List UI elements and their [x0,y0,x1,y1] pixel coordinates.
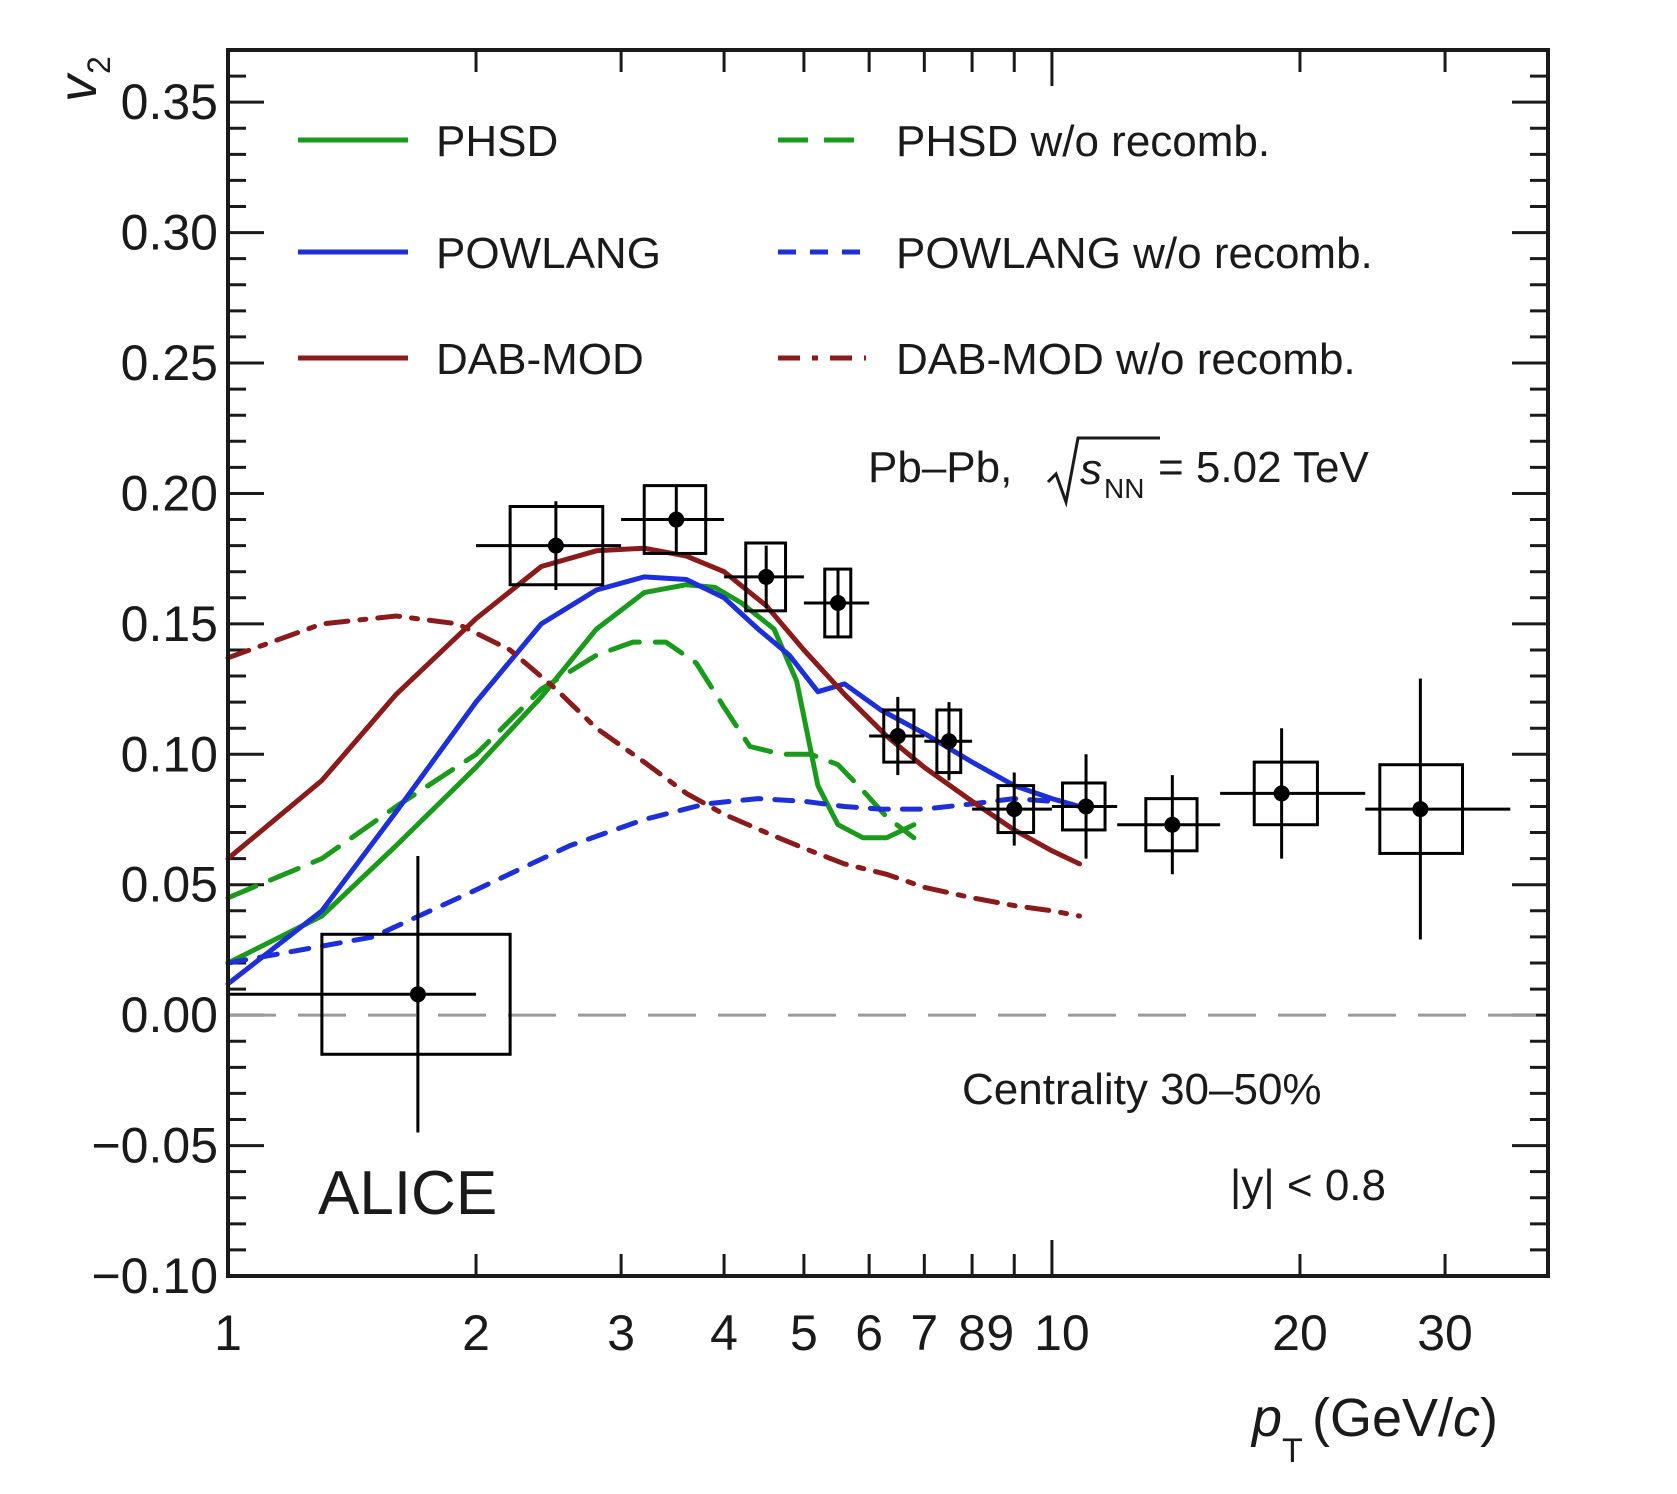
legend: PHSD PHSD w/o recomb. POWLANG POWLANG w/o r… [298,117,1373,384]
data-point [924,702,973,781]
plot-background [228,50,1548,1276]
x-axis-units-c: c [1453,1388,1480,1448]
y-tick-label: 0.05 [121,857,218,913]
legend-label: PHSD [436,117,558,166]
centrality-annotation: Centrality 30–50% [962,1065,1322,1114]
legend-label: POWLANG [436,229,661,278]
data-point [1051,754,1118,859]
y-axis-title-sub: 2 [81,56,117,74]
y-tick-label: −0.10 [91,1248,218,1304]
data-marker [1273,785,1290,802]
sqrt-symbol [1046,436,1160,508]
data-point [621,484,725,555]
legend-item: PHSD w/o recomb. [778,117,1270,166]
x-tick-label: 2 [462,1305,490,1361]
data-point [972,772,1052,846]
x-tick-label: 1 [214,1305,242,1361]
data-point [476,501,622,590]
data-point [1117,775,1221,875]
data-marker [1078,798,1095,815]
y-tick-label: 0.00 [121,987,218,1043]
alice-data-points [228,484,1511,1133]
x-tick-labels: 1 2 3 4 5 6 7 8 9 10 20 30 [214,1305,1473,1361]
model-curves [225,545,1082,987]
x-tick-label: 20 [1272,1305,1328,1361]
data-marker [889,728,906,745]
legend-item: PHSD [298,117,558,166]
data-marker [830,595,847,612]
legend-item: DAB-MOD [298,335,644,384]
experiment-label: ALICE [318,1159,497,1228]
legend-item: DAB-MOD w/o recomb. [778,335,1356,384]
x-tick-label: 3 [607,1305,635,1361]
collision-energy-variable: s [1080,445,1102,494]
legend-label: PHSD w/o recomb. [896,117,1270,166]
series-line-powlang-w-o-recomb- [225,796,1055,966]
collision-energy-value: = 5.02 TeV [1158,443,1369,492]
y-tick-label: 0.10 [121,726,218,782]
legend-label: POWLANG w/o recomb. [896,229,1373,278]
series-line-powlang [225,574,1082,987]
x-tick-label: 5 [790,1305,818,1361]
x-tick-label: 9 [986,1305,1014,1361]
plot-area [228,50,1548,1276]
x-tick-label: 30 [1417,1305,1473,1361]
series-line-phsd [225,582,917,966]
data-marker [758,568,775,585]
y-tick-label: 0.20 [121,465,218,521]
y-axis-title-main: v [48,72,108,102]
x-tick-label: 7 [910,1305,938,1361]
data-marker [668,511,685,528]
legend-label: DAB-MOD w/o recomb. [896,335,1356,384]
x-tick-label: 10 [1034,1305,1090,1361]
x-axis-title-sub: T [1282,1432,1303,1470]
x-tick-label: 4 [710,1305,738,1361]
data-point [869,696,925,776]
data-point [1365,678,1511,940]
y-axis-title: v 2 [48,56,117,102]
x-axis-title-main: p [1250,1388,1282,1448]
rapidity-annotation: |y| < 0.8 [1230,1161,1386,1210]
x-axis-units-pre: (GeV/ [1312,1388,1453,1448]
y-tick-label: 0.25 [121,335,218,391]
legend-item: POWLANG w/o recomb. [778,229,1373,278]
x-tick-label: 8 [958,1305,986,1361]
data-marker [1006,801,1023,818]
frame-border [226,48,1550,1278]
x-axis-units-post: ) [1480,1388,1498,1448]
data-point [724,541,804,613]
data-marker [940,733,957,750]
y-tick-label: −0.05 [91,1118,218,1174]
y-tick-label: 0.15 [121,596,218,652]
data-point [1220,728,1366,859]
legend-item: POWLANG [298,229,661,278]
data-marker [1412,801,1429,818]
data-marker [1164,816,1181,833]
y-tick-label: 0.30 [121,205,218,261]
plot-frame [226,48,1550,1278]
x-axis-title-units: (GeV/c) [1312,1388,1498,1448]
y-tick-label: 0.35 [121,74,218,130]
x-axis-title: p T (GeV/c) [1250,1388,1498,1470]
series-line-phsd-w-o-recomb- [225,639,917,901]
data-point [803,567,870,639]
collision-system-annotation: Pb–Pb, [868,443,1012,492]
y-tick-labels: −0.10 −0.05 0.00 0.05 0.10 0.15 0.20 0.25 0.30 0.… [91,74,218,1304]
data-marker [409,986,426,1003]
axis-ticks [226,50,1550,1278]
data-marker [547,537,564,554]
collision-energy-subscript: NN [1104,473,1144,504]
x-tick-label: 6 [855,1305,883,1361]
data-point [228,856,512,1133]
legend-label: DAB-MOD [436,335,644,384]
